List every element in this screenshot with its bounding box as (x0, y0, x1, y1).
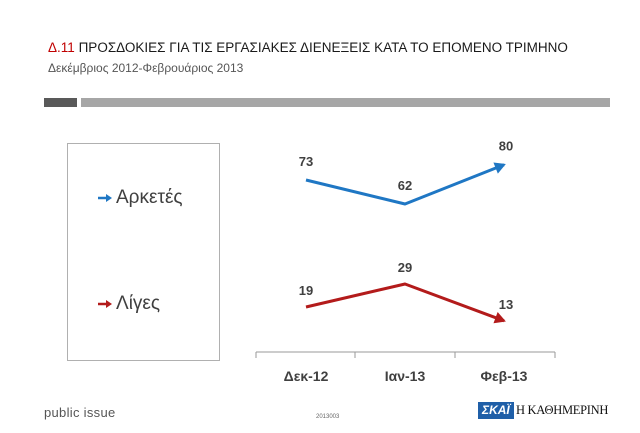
skai-logo: ΣΚΑΪ (478, 402, 514, 419)
header-divider-light (81, 98, 610, 107)
data-label: 80 (499, 139, 513, 154)
legend-item-series-1: Αρκετές (98, 187, 183, 209)
chart-subtitle: Δεκέμβριος 2012-Φεβρουάριος 2013 (48, 61, 244, 75)
x-tick-label: Φεβ-13 (481, 368, 528, 384)
chart-code: Δ.11 (48, 40, 75, 55)
brand-text: public issue (44, 405, 116, 420)
header-divider-dark (44, 98, 77, 107)
legend-label-series-2: Λίγες (116, 293, 161, 314)
kathimerini-logo: Η ΚΑΘΗΜΕΡΙΝΗ (516, 403, 609, 417)
legend-label-series-1: Αρκετές (116, 187, 183, 208)
arrow-right-icon (98, 299, 112, 309)
x-tick-label: Ιαν-13 (385, 368, 426, 384)
series-line-2 (305, 282, 505, 323)
series-arrowhead-1 (493, 162, 506, 174)
series-line-1 (305, 163, 505, 206)
data-label: 13 (499, 297, 513, 312)
data-label: 19 (299, 283, 313, 298)
legend: Αρκετές Λίγες (67, 143, 220, 361)
data-label: 62 (398, 178, 412, 193)
chart-title: Δ.11 ΠΡΟΣΔΟΚΙΕΣ ΓΙΑ ΤΙΣ ΕΡΓΑΣΙΑΚΕΣ ΔΙΕΝΕ… (48, 40, 568, 55)
chart-title-text: ΠΡΟΣΔΟΚΙΕΣ ΓΙΑ ΤΙΣ ΕΡΓΑΣΙΑΚΕΣ ΔΙΕΝΕΞΕΙΣ … (78, 40, 568, 55)
report-code: 2013003 (316, 414, 340, 420)
data-label: 29 (398, 260, 412, 275)
data-label: 73 (299, 154, 313, 169)
series-arrowhead-2 (493, 312, 506, 324)
arrow-right-icon (98, 193, 112, 203)
x-tick-label: Δεκ-12 (284, 368, 329, 384)
legend-item-series-2: Λίγες (98, 293, 160, 315)
